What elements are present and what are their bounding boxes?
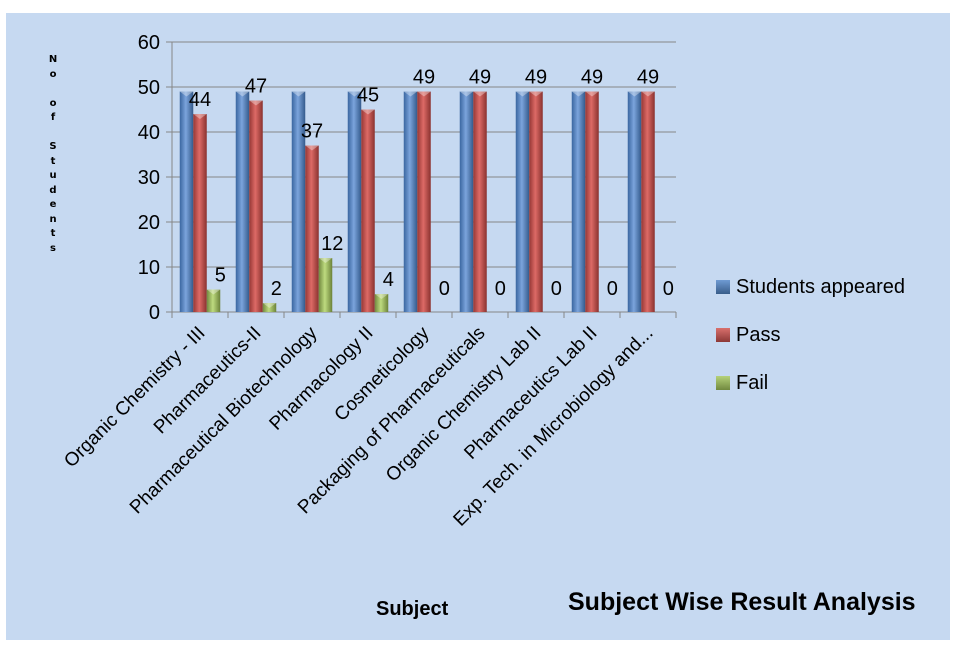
bar-students-appeared: [403, 91, 418, 312]
legend-label-students-appeared: Students appeared: [736, 276, 906, 298]
bar-students-appeared: [235, 91, 250, 312]
data-label-fail: 0: [663, 278, 674, 300]
data-label-pass: 44: [189, 89, 211, 111]
bar-cap-students-appeared: [515, 91, 530, 97]
bar-students-appeared: [291, 91, 306, 312]
data-label-pass: 49: [581, 67, 603, 89]
bar-cap-fail: [262, 303, 277, 308]
y-tick-label: 30: [138, 167, 160, 189]
legend-label-fail: Fail: [736, 372, 769, 394]
y-tick-label: 10: [138, 257, 160, 279]
bar-pass: [641, 91, 655, 312]
bar-cap-pass: [585, 91, 599, 97]
data-label-fail: 0: [607, 278, 618, 300]
legend-swatch-pass: [716, 328, 730, 342]
legend-item-pass: Pass: [716, 323, 780, 347]
data-label-fail: 12: [321, 233, 343, 255]
bar-cap-pass: [529, 91, 543, 97]
bar-cap-students-appeared: [235, 91, 250, 97]
bar-cap-pass: [193, 114, 207, 119]
legend-item-students-appeared: Students appeared: [716, 275, 905, 299]
bar-cap-students-appeared: [459, 91, 474, 97]
bar-cap-fail: [318, 258, 333, 263]
legend-item-fail: Fail: [716, 371, 768, 395]
bar-cap-pass: [641, 91, 655, 97]
bar-students-appeared: [459, 91, 474, 312]
y-tick-label: 50: [138, 77, 160, 99]
bar-fail: [262, 303, 277, 312]
bar-cap-pass: [305, 145, 319, 151]
x-axis-label: Subject: [376, 598, 449, 620]
y-tick-label: 40: [138, 122, 160, 144]
data-label-pass: 37: [301, 121, 323, 143]
bar-pass: [473, 91, 487, 312]
x-tick-label: Cosmeticology: [331, 322, 434, 425]
bar-cap-fail: [374, 294, 389, 299]
bar-cap-students-appeared: [403, 91, 418, 97]
x-tick-label: Exp. Tech. in Microbiology and...: [450, 323, 658, 531]
y-tick-label: 0: [149, 302, 160, 324]
data-label-pass: 49: [469, 67, 491, 89]
bar-fail: [374, 294, 389, 312]
bar-cap-students-appeared: [627, 91, 642, 97]
data-label-fail: 0: [495, 278, 506, 300]
bar-pass: [361, 109, 375, 312]
legend-swatch-fail: [716, 376, 730, 390]
bar-students-appeared: [515, 91, 530, 312]
bar-cap-students-appeared: [347, 91, 362, 97]
data-label-pass: 45: [357, 85, 379, 107]
bar-pass: [305, 145, 319, 312]
x-tick-label: Pharmacology II: [266, 323, 378, 435]
data-label-pass: 49: [637, 67, 659, 89]
bar-pass: [417, 91, 431, 312]
bar-pass: [585, 91, 599, 312]
y-tick-label: 20: [138, 212, 160, 234]
bar-cap-pass: [473, 91, 487, 97]
legend-label-pass: Pass: [736, 324, 781, 346]
bar-cap-pass: [249, 100, 263, 106]
bar-students-appeared: [571, 91, 586, 312]
y-tick-label: 60: [138, 32, 160, 54]
data-label-pass: 49: [525, 67, 547, 89]
bar-cap-fail: [206, 289, 221, 295]
data-label-fail: 5: [215, 265, 226, 287]
bar-students-appeared: [179, 91, 194, 312]
y-axis-label: N o o f S t u d e n t s: [48, 54, 58, 254]
bar-students-appeared: [627, 91, 642, 312]
bar-fail: [206, 289, 221, 312]
data-label-pass: 47: [245, 76, 267, 98]
data-label-fail: 0: [439, 278, 450, 300]
data-label-fail: 2: [271, 278, 282, 300]
bar-pass: [193, 114, 207, 312]
data-label-fail: 0: [551, 278, 562, 300]
bar-students-appeared: [347, 91, 362, 312]
bar-pass: [529, 91, 543, 312]
data-label-pass: 49: [413, 67, 435, 89]
bar-cap-pass: [417, 91, 431, 97]
bar-cap-students-appeared: [179, 91, 194, 97]
data-label-fail: 4: [383, 269, 394, 291]
bar-cap-students-appeared: [571, 91, 586, 97]
bar-fail: [318, 258, 333, 312]
legend-swatch-students-appeared: [716, 280, 730, 294]
bar-cap-students-appeared: [291, 91, 306, 97]
bar-pass: [249, 100, 263, 312]
chart-title: Subject Wise Result Analysis: [568, 588, 916, 616]
bar-cap-pass: [361, 109, 375, 115]
